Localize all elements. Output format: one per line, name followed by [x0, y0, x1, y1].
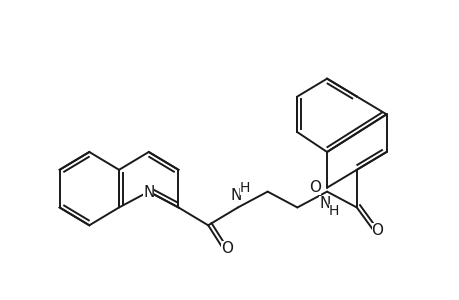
Text: O: O — [371, 223, 383, 238]
Text: N: N — [319, 196, 330, 211]
Text: N: N — [143, 185, 154, 200]
Text: H: H — [239, 181, 250, 195]
Text: H: H — [328, 204, 338, 218]
Text: N: N — [230, 188, 241, 203]
Text: O: O — [220, 241, 233, 256]
Text: O: O — [308, 180, 320, 195]
